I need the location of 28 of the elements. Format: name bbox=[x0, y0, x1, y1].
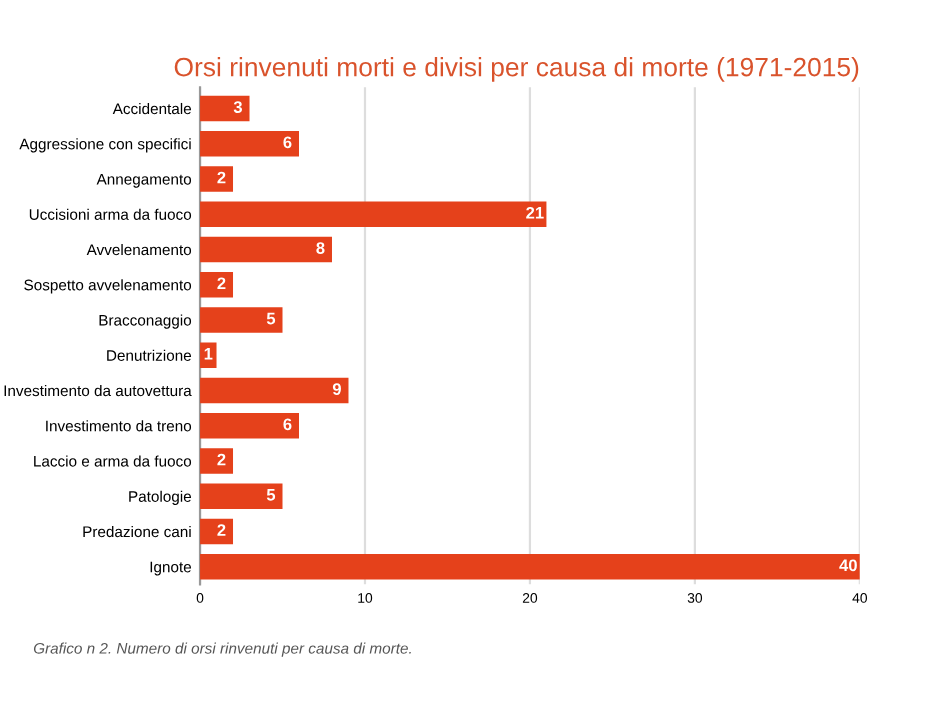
bar bbox=[200, 166, 234, 192]
bar bbox=[200, 554, 860, 580]
data-label: 5 bbox=[266, 312, 276, 325]
bar bbox=[200, 483, 283, 509]
data-label: 2 bbox=[217, 524, 226, 536]
bar bbox=[200, 236, 332, 263]
bar bbox=[200, 307, 283, 333]
data-label: 5 bbox=[266, 489, 276, 501]
data-label: 8 bbox=[316, 242, 325, 254]
data-label: 1 bbox=[204, 348, 213, 360]
data-label: 40 bbox=[839, 559, 857, 572]
data-label: 21 bbox=[526, 206, 544, 219]
bar bbox=[200, 272, 234, 298]
data-label: 2 bbox=[217, 277, 226, 290]
bar bbox=[200, 95, 250, 122]
bar bbox=[200, 448, 234, 474]
bar bbox=[200, 131, 299, 157]
bar bbox=[200, 201, 547, 227]
data-label: 9 bbox=[332, 383, 341, 395]
data-label: 2 bbox=[217, 453, 226, 466]
bar bbox=[200, 377, 349, 404]
chart-title: Orsi rinvenuti morti e divisi per causa di morte (1971-2015) bbox=[174, 57, 859, 82]
data-label: 6 bbox=[283, 136, 292, 149]
bar bbox=[200, 413, 299, 439]
data-label: 6 bbox=[283, 418, 292, 431]
bar bbox=[200, 518, 234, 545]
data-label: 3 bbox=[233, 101, 242, 113]
data-label: 2 bbox=[217, 171, 226, 184]
